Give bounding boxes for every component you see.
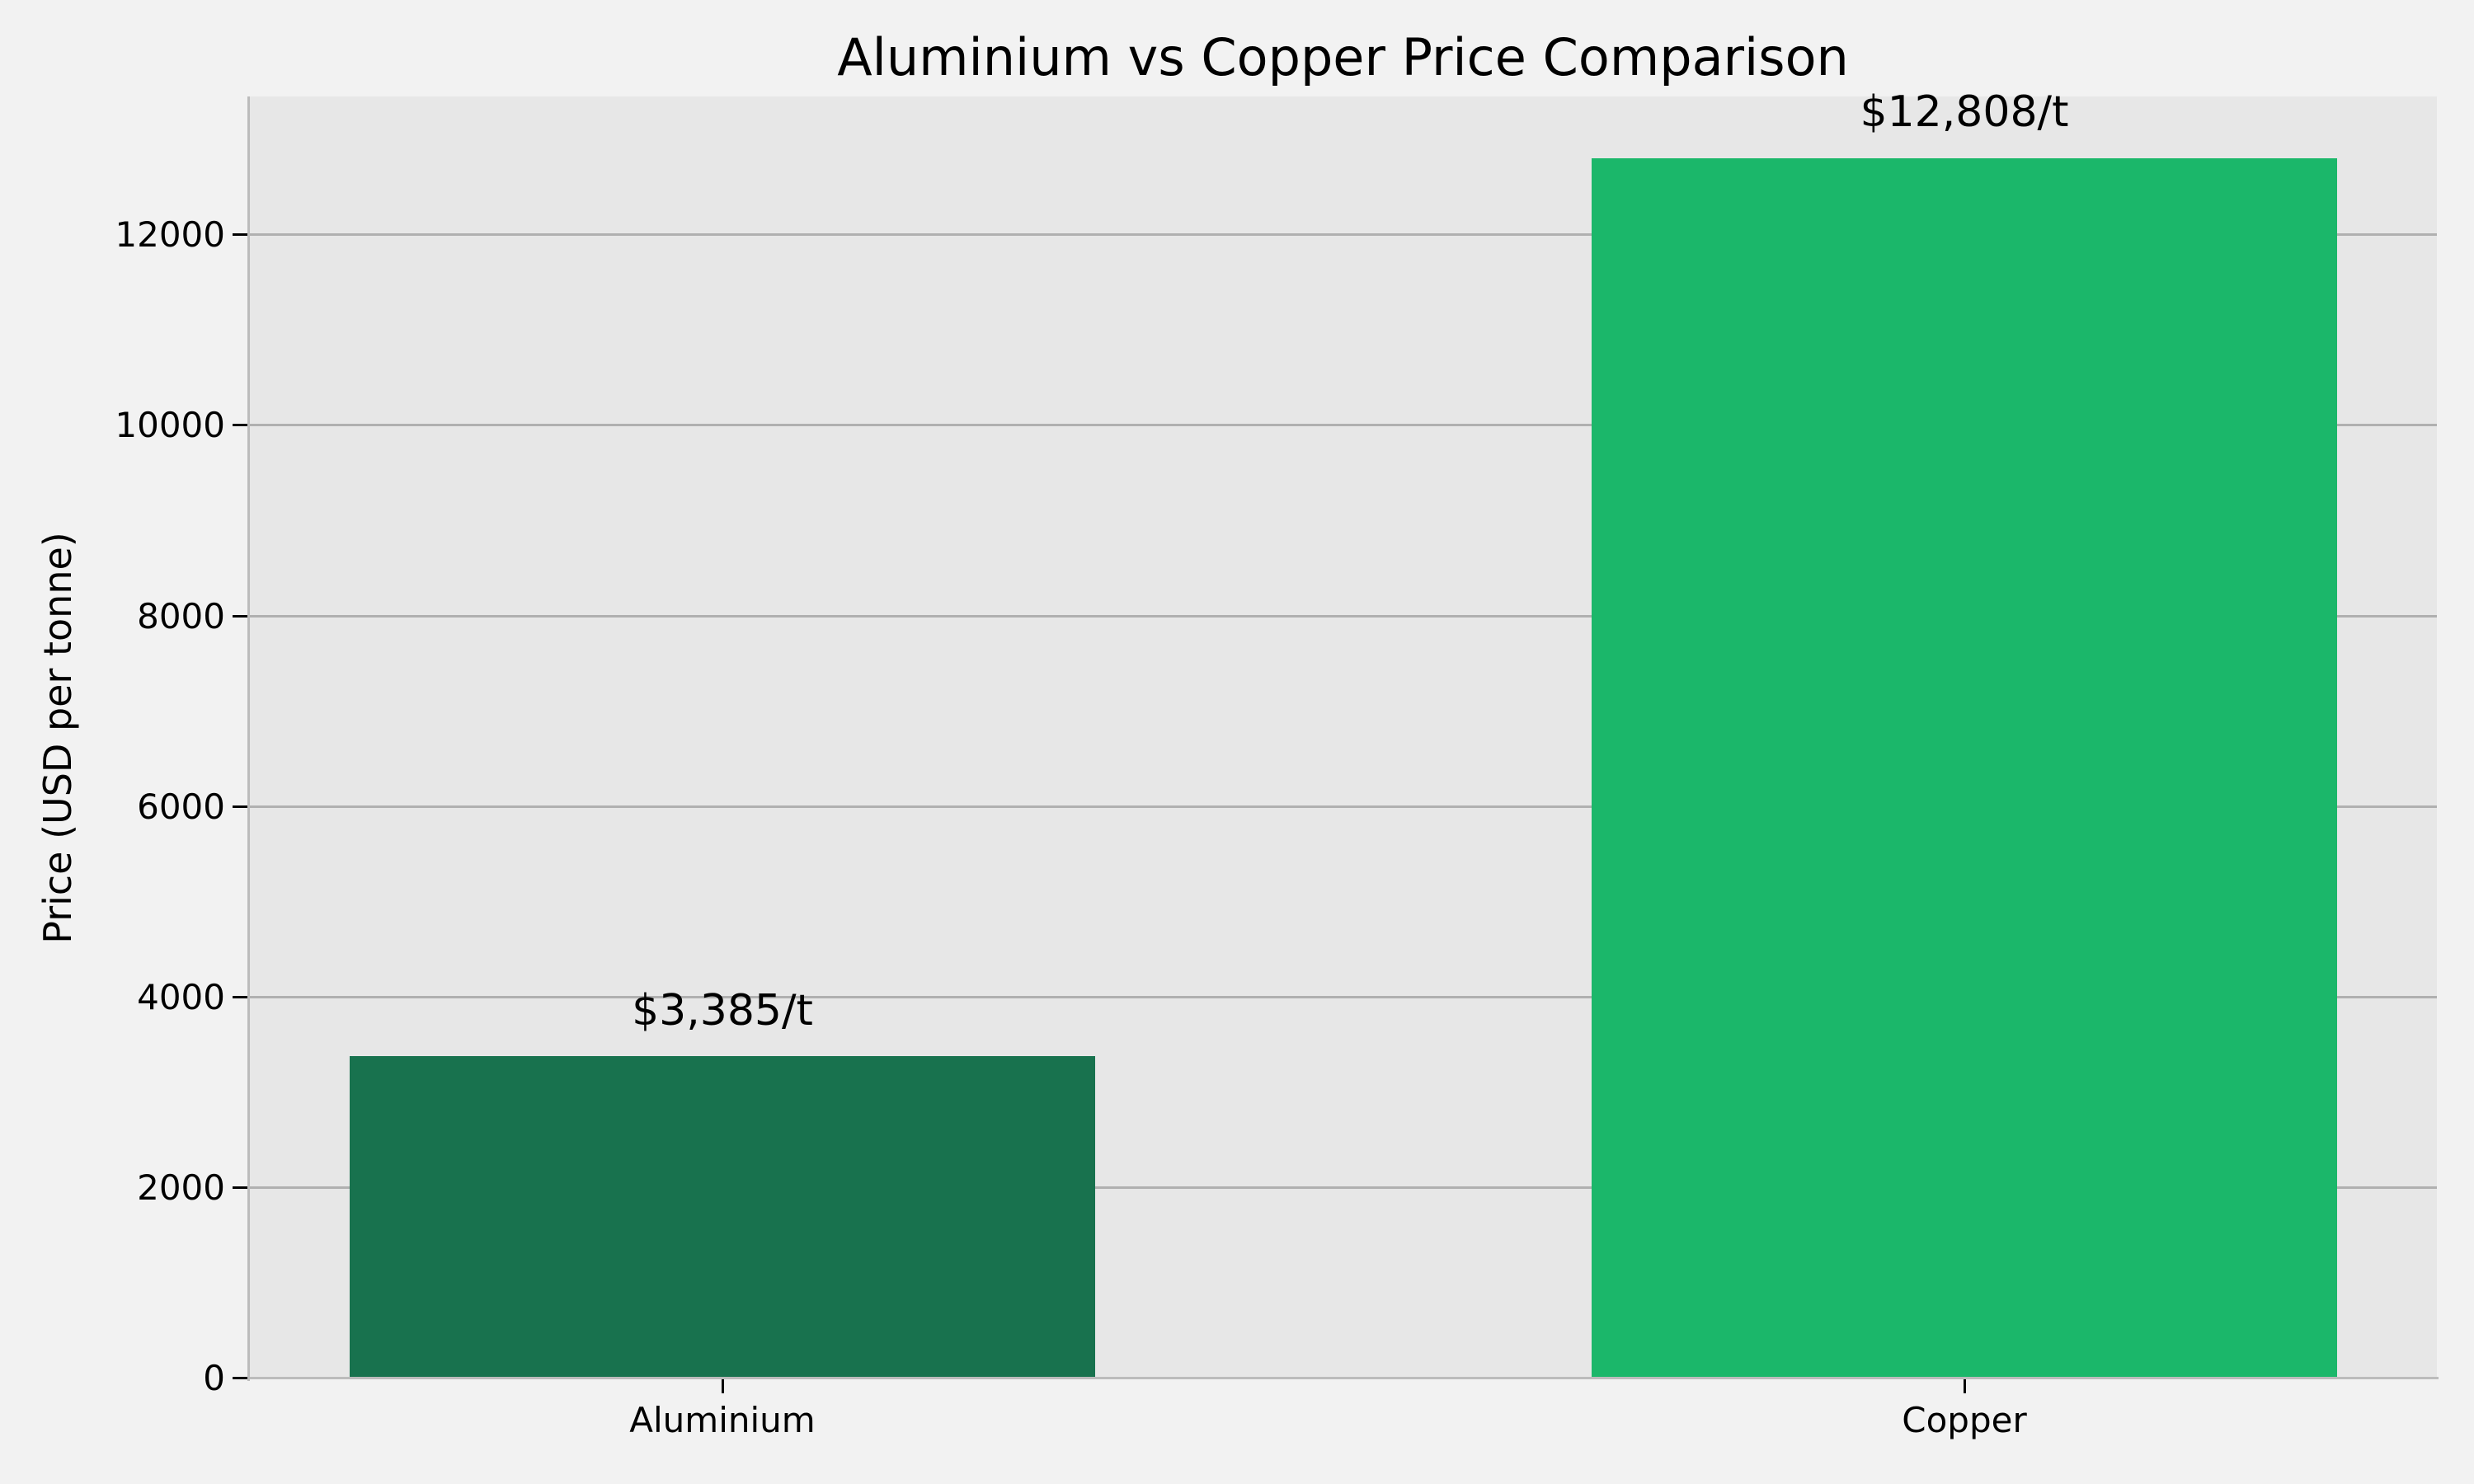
gridline-12000 [249,233,2437,236]
ytick-mark [233,996,247,998]
xtick-label-aluminium: Aluminium [629,1400,816,1440]
gridline-8000 [249,615,2437,618]
ytick-mark [233,615,247,618]
bar-aluminium [350,1056,1095,1378]
ytick-mark [233,424,247,426]
ytick-mark [233,1377,247,1379]
gridline-2000 [249,1186,2437,1189]
ytick-label: 4000 [137,977,225,1017]
y-axis-spine [247,96,250,1381]
gridline-6000 [249,805,2437,808]
gridline-4000 [249,996,2437,998]
ytick-label: 6000 [137,787,225,827]
ytick-label: 10000 [115,405,225,445]
bar-copper [1592,158,2337,1378]
ytick-mark [233,805,247,808]
ytick-label: 12000 [115,214,225,255]
gridline-10000 [249,424,2437,426]
xtick-label-copper: Copper [1902,1400,2027,1440]
bar-value-label-aluminium: $3,385/t [632,986,813,1036]
ytick-label: 2000 [137,1167,225,1208]
xtick-mark [722,1379,724,1393]
x-axis-spine [247,1377,2439,1379]
ytick-mark [233,233,247,236]
xtick-mark [1964,1379,1966,1393]
ytick-mark [233,1186,247,1189]
ytick-label: 8000 [137,596,225,636]
chart-title: Aluminium vs Copper Price Comparison [837,27,1849,87]
y-axis-title: Price (USD per tonne) [35,532,80,944]
ytick-label: 0 [203,1358,225,1398]
bar-value-label-copper: $12,808/t [1860,87,2069,137]
